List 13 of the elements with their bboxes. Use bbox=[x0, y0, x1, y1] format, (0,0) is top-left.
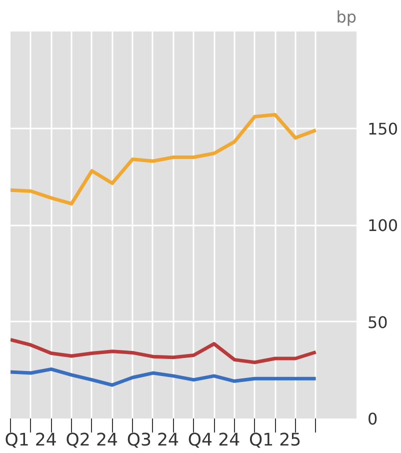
line-series bbox=[10, 112, 318, 206]
y-tick-label: 0 bbox=[368, 410, 378, 428]
x-tick-label: Q1 24 bbox=[4, 430, 57, 450]
x-tick-label: Q2 24 bbox=[66, 430, 118, 450]
x-tick-label: Q3 24 bbox=[126, 430, 180, 450]
line-series bbox=[10, 367, 318, 387]
x-tick-label: Q1 25 bbox=[248, 430, 302, 450]
y-tick-label: 150 bbox=[368, 119, 398, 138]
line-series bbox=[10, 338, 318, 364]
y-tick-label: 100 bbox=[368, 216, 398, 235]
x-tick-label: Q4 24 bbox=[188, 430, 240, 450]
y-tick-label: 50 bbox=[368, 312, 388, 332]
y-axis-title: bp bbox=[336, 8, 356, 26]
